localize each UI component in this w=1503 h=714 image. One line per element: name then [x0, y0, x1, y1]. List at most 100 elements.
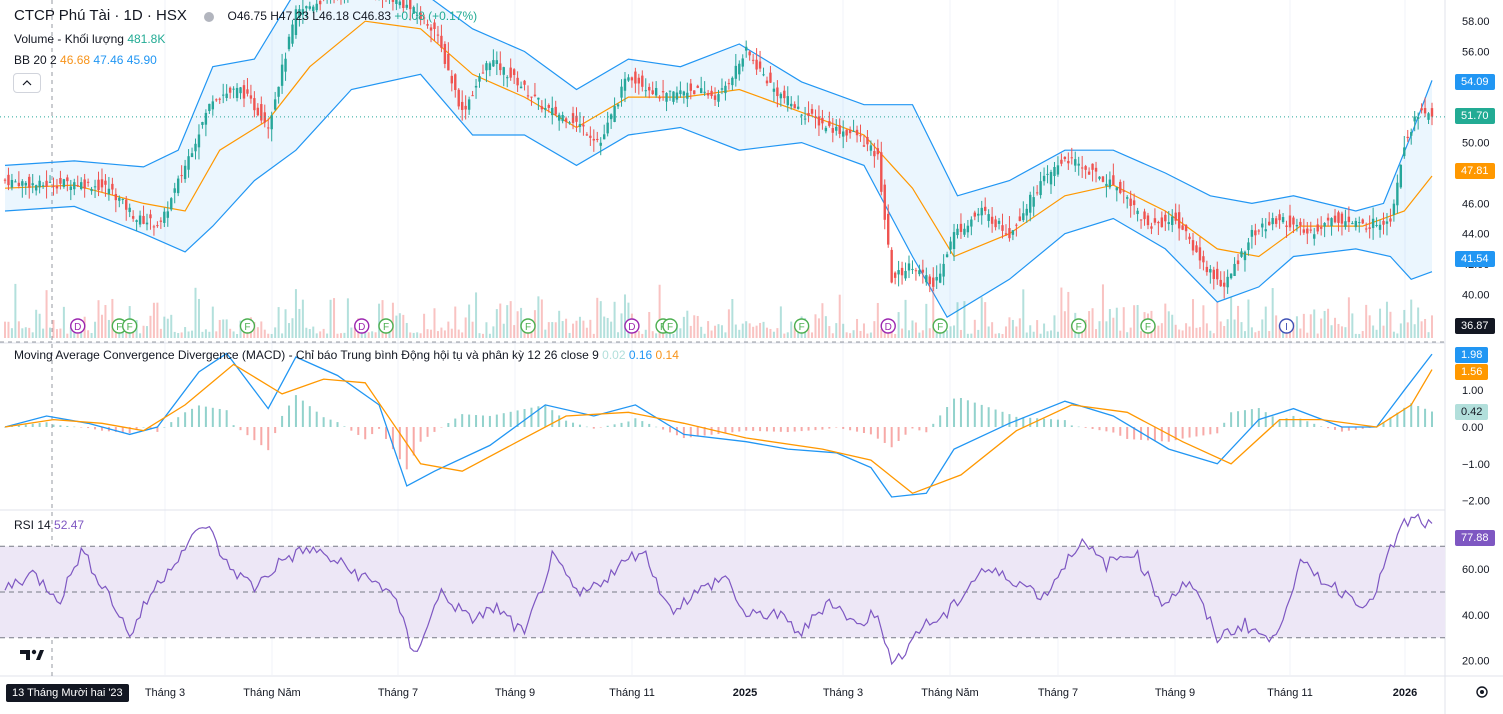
volume-bar — [980, 297, 983, 338]
volume-bar — [346, 298, 349, 338]
rsi-legend[interactable]: RSI 14 52.47 — [14, 517, 84, 533]
candle-body — [450, 75, 454, 84]
market-status-icon[interactable] — [204, 11, 215, 22]
volume-bar — [637, 331, 640, 338]
candle-body — [575, 115, 578, 122]
volume-bar — [578, 316, 581, 338]
volume-bar — [350, 327, 353, 338]
macd-legend[interactable]: Moving Average Convergence Divergence (M… — [14, 347, 679, 363]
bb-band-fill — [5, 0, 1432, 318]
candle-body — [1205, 266, 1209, 273]
legend-collapse-button[interactable] — [13, 73, 41, 93]
volume-bar — [447, 321, 450, 338]
volume-bar — [817, 318, 820, 338]
volume-bar — [599, 301, 602, 338]
candle-body — [1250, 229, 1254, 237]
volume-bar — [426, 329, 429, 338]
volume-bar — [623, 294, 626, 338]
volume-bar — [1091, 308, 1094, 338]
macd-histogram-bar — [1271, 416, 1274, 427]
macd-histogram-bar — [315, 411, 318, 427]
candle-body — [1164, 214, 1167, 222]
bb-legend[interactable]: BB 20 2 46.68 47.46 45.90 — [14, 52, 157, 68]
bb-basis-badge: 47.81 — [1455, 163, 1495, 179]
candle-body — [1396, 182, 1399, 206]
macd-histogram-bar — [807, 427, 810, 431]
candle-body — [1018, 216, 1022, 221]
macd-histogram-bar — [121, 427, 124, 433]
event-marker-label: F — [799, 322, 805, 333]
macd-histogram-bar — [856, 427, 859, 432]
volume-bar — [4, 321, 6, 338]
volume-bar — [759, 322, 762, 338]
candle-body — [1181, 225, 1184, 230]
macd-histogram-bar — [364, 427, 367, 440]
volume-bar — [1403, 309, 1406, 338]
volume-bar — [288, 323, 291, 338]
volume-legend[interactable]: Volume - Khối lượng 481.8K — [14, 31, 165, 47]
macd-histogram-bar — [876, 427, 879, 439]
macd-histogram-bar — [620, 422, 623, 427]
candle-body — [128, 207, 131, 213]
candle-body — [1126, 197, 1129, 199]
macd-histogram-bar — [1050, 419, 1053, 427]
candle-body — [1333, 215, 1337, 223]
price-axis-tick-label: 46.00 — [1462, 198, 1490, 210]
volume-bar — [665, 330, 668, 338]
time-axis-tick-label: Tháng 9 — [495, 687, 535, 699]
symbol-title[interactable]: CTCP Phú Tài · 1D · HSX — [14, 7, 187, 24]
tradingview-logo[interactable] — [14, 640, 48, 668]
candle-body — [1375, 224, 1378, 226]
volume-bar — [236, 333, 239, 338]
macd-histogram-bar — [336, 422, 339, 427]
macd-histogram-bar — [329, 419, 332, 427]
volume-bar — [641, 333, 644, 338]
volume-bar — [765, 327, 768, 338]
candle-body — [952, 232, 956, 250]
volume-bar — [1140, 331, 1143, 338]
candle-body — [949, 241, 952, 250]
macd-histogram-bar — [1202, 427, 1205, 436]
candle-body — [412, 7, 415, 14]
macd-histogram-bar — [94, 427, 97, 430]
volume-bar — [589, 319, 592, 338]
volume-bar — [461, 332, 464, 338]
volume-bar — [104, 305, 107, 338]
candle-body — [1087, 171, 1091, 175]
volume-bar — [1271, 288, 1274, 338]
candle-body — [648, 86, 651, 91]
volume-bar — [1337, 323, 1340, 338]
volume-bar — [537, 296, 540, 338]
volume-bar — [1108, 309, 1111, 338]
volume-bar — [436, 331, 439, 338]
volume-bar — [1029, 325, 1032, 338]
candle-body — [1392, 203, 1396, 215]
candle-body — [1410, 132, 1413, 136]
event-marker — [1071, 318, 1087, 334]
candle-body — [1299, 221, 1302, 226]
macd-histogram-bar — [357, 427, 360, 435]
volume-bar — [1095, 329, 1098, 338]
candle-body — [1015, 224, 1018, 226]
volume-bar — [433, 308, 436, 338]
candle-body — [997, 220, 1001, 224]
candle-body — [620, 86, 623, 98]
candle-body — [609, 114, 613, 120]
macd-histogram-bar — [800, 427, 803, 432]
macd-histogram-bar — [537, 406, 540, 427]
event-marker — [662, 318, 678, 334]
candle-body — [1056, 165, 1060, 175]
volume-bar — [409, 332, 412, 338]
volume-bar — [852, 330, 855, 338]
candle-body — [447, 53, 450, 71]
volume-bar — [1105, 321, 1108, 338]
volume-bar — [35, 309, 38, 338]
volume-bar — [69, 327, 72, 338]
volume-bar — [1306, 332, 1309, 338]
candle-body — [173, 188, 176, 193]
candle-body — [73, 182, 76, 190]
last-price-badge: 51.70 — [1455, 108, 1495, 124]
settings-gear-icon[interactable] — [1473, 683, 1491, 701]
volume-bar — [793, 325, 796, 338]
